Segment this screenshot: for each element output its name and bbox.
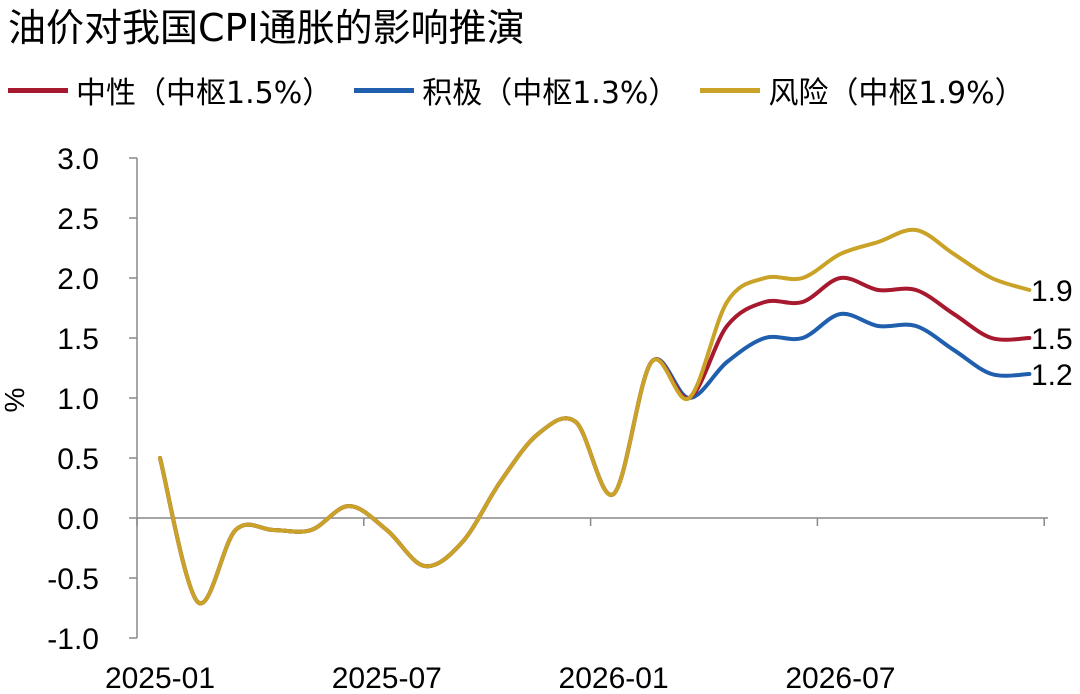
end-label-positive: 1.2 [1031, 359, 1073, 392]
legend-label-risk: 风险（中枢1.9%） [768, 76, 1025, 111]
legend-swatch-risk [700, 87, 761, 93]
chart-title: 油价对我国CPI通胀的影响推演 [8, 6, 525, 50]
series-line-positive [158, 311, 1032, 606]
series-line-risk [158, 227, 1032, 606]
y-tick-label: 2.5 [57, 203, 99, 236]
legend-label-neutral: 中性（中枢1.5%） [76, 76, 333, 111]
legend-item-positive: 积极（中枢1.3%） [354, 68, 678, 112]
y-tick-label: -0.5 [47, 563, 99, 596]
y-tick-label: -1.0 [47, 623, 99, 656]
legend-swatch-positive [354, 87, 415, 93]
x-tick-label: 2025-01 [105, 662, 215, 694]
legend-item-neutral: 中性（中枢1.5%） [8, 68, 332, 112]
x-tick-label: 2026-01 [559, 662, 669, 694]
end-label-risk: 1.9 [1031, 275, 1073, 308]
x-tick-label: 2025-07 [332, 662, 442, 694]
y-tick-label: 1.0 [57, 383, 99, 416]
y-tick-label: 1.5 [57, 323, 99, 356]
y-tick-label: 0.0 [57, 503, 99, 536]
y-tick-label: 2.0 [57, 263, 99, 296]
legend-swatch-neutral [8, 87, 68, 93]
legend-label-positive: 积极（中枢1.3%） [422, 76, 679, 111]
series-layer [158, 227, 1032, 606]
axes: 3.0 2.5 2.0 1.5 1.0 0.5 0.0 -0.5 -1.0% 2025-01 202… [0, 143, 1048, 694]
end-label-neutral: 1.5 [1031, 323, 1073, 356]
legend: 中性（中枢1.5%） 积极（中枢1.3%） 风险（中枢1.9%） [8, 68, 1047, 112]
x-tick-label: 2026-07 [785, 662, 895, 694]
y-tick-label: 3.0 [57, 143, 99, 176]
legend-item-risk: 风险（中枢1.9%） [700, 68, 1025, 112]
y-axis-label: % [0, 388, 30, 413]
labels-layer: 1.51.2 1.9 [1031, 275, 1073, 392]
y-tick-label: 0.5 [57, 443, 99, 476]
